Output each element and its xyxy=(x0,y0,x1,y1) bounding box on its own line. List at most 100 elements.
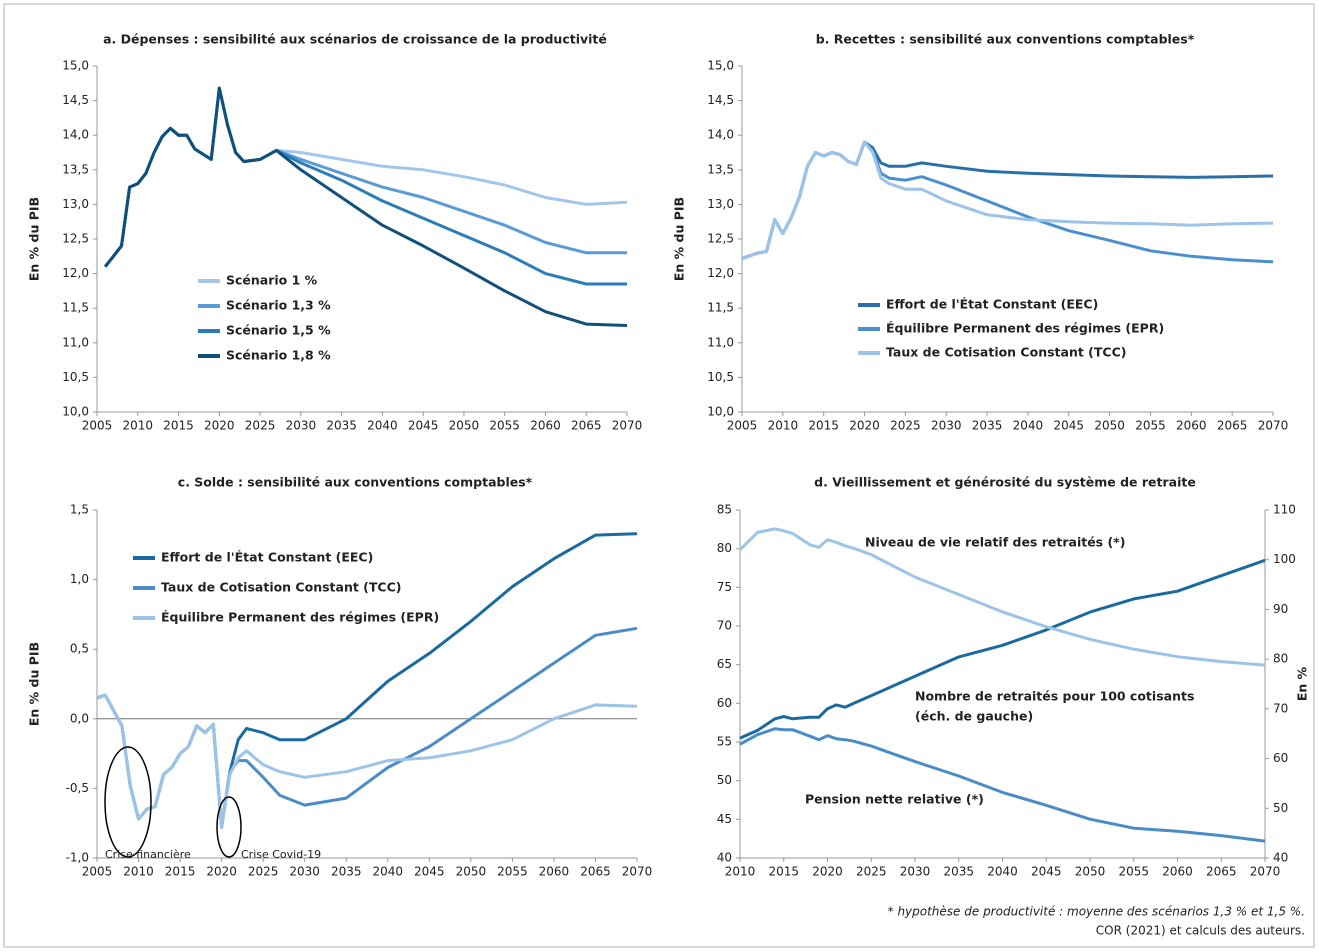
x-tick-label: 2055 xyxy=(497,865,528,879)
x-tick-label: 2035 xyxy=(972,419,1003,433)
y-tick-label: 14,0 xyxy=(707,128,734,142)
x-tick-label: 2010 xyxy=(725,865,756,879)
y2-tick-label: 60 xyxy=(1273,751,1288,765)
series-line xyxy=(738,527,1266,667)
y-tick-label: 0,0 xyxy=(70,711,89,725)
annotation-circle xyxy=(104,746,152,858)
series-line xyxy=(96,626,638,829)
x-tick-label: 2010 xyxy=(122,419,153,433)
y-axis-label: En % du PIB xyxy=(27,642,42,726)
y-tick-label: 12,0 xyxy=(62,266,89,280)
x-tick-label: 2050 xyxy=(1094,419,1125,433)
y2-tick-label: 110 xyxy=(1273,503,1296,517)
y-tick-label: 11,5 xyxy=(707,301,734,315)
y-tick-label: 10,0 xyxy=(62,405,89,419)
footnote: * hypothèse de productivité : moyenne de… xyxy=(888,905,1305,919)
legend-label: Effort de l'État Constant (EEC) xyxy=(161,550,373,565)
y-tick-label: 13,0 xyxy=(707,197,734,211)
legend-label: Taux de Cotisation Constant (TCC) xyxy=(886,345,1126,360)
x-tick-label: 2030 xyxy=(900,865,931,879)
y-tick-label: 55 xyxy=(717,735,732,749)
series-label: Pension nette relative (*) xyxy=(805,792,984,807)
legend-label: Scénario 1,3 % xyxy=(226,298,331,313)
x-tick-label: 2055 xyxy=(1135,419,1166,433)
chart-title: a. Dépenses : sensibilité aux scénarios … xyxy=(103,32,607,47)
x-tick-label: 2070 xyxy=(612,419,643,433)
y2-tick-label: 100 xyxy=(1273,552,1296,566)
x-tick-label: 2060 xyxy=(530,419,561,433)
x-tick-label: 2055 xyxy=(489,419,520,433)
x-tick-label: 2020 xyxy=(849,419,880,433)
y-tick-label: 11,5 xyxy=(62,301,89,315)
series-line xyxy=(741,140,1274,260)
y-tick-label: 14,0 xyxy=(62,128,89,142)
x-tick-label: 2045 xyxy=(414,865,445,879)
x-tick-label: 2055 xyxy=(1118,865,1149,879)
x-tick-label: 2045 xyxy=(408,419,439,433)
x-tick-label: 2045 xyxy=(1031,865,1062,879)
x-tick-label: 2045 xyxy=(1053,419,1084,433)
y-tick-label: 15,0 xyxy=(62,59,89,73)
y-tick-label: 11,0 xyxy=(707,335,734,349)
y-tick-label: 60 xyxy=(717,696,732,710)
x-tick-label: 2010 xyxy=(123,865,154,879)
legend-label: Scénario 1,5 % xyxy=(226,323,331,338)
series-line xyxy=(104,86,627,286)
y-tick-label: 12,5 xyxy=(62,232,89,246)
chart-title: c. Solde : sensibilité aux conventions c… xyxy=(178,475,533,490)
y-tick-label: 75 xyxy=(717,580,732,594)
x-tick-label: 2060 xyxy=(1176,419,1207,433)
chart-title: d. Vieillissement et générosité du systè… xyxy=(814,475,1196,490)
x-tick-label: 2070 xyxy=(1250,865,1281,879)
x-tick-label: 2015 xyxy=(768,865,799,879)
x-tick-label: 2050 xyxy=(1075,865,1106,879)
x-tick-label: 2005 xyxy=(82,865,113,879)
y-tick-label: 12,5 xyxy=(707,232,734,246)
series-line xyxy=(741,140,1274,264)
x-tick-label: 2040 xyxy=(372,865,403,879)
x-tick-label: 2040 xyxy=(987,865,1018,879)
y-tick-label: 10,0 xyxy=(707,405,734,419)
x-tick-label: 2065 xyxy=(1206,865,1237,879)
x-tick-label: 2025 xyxy=(856,865,887,879)
annotation-circle xyxy=(216,796,242,858)
y-tick-label: 50 xyxy=(717,773,732,787)
y-tick-label: 85 xyxy=(717,503,732,517)
series-line xyxy=(741,140,1274,260)
x-tick-label: 2065 xyxy=(1217,419,1248,433)
x-tick-label: 2030 xyxy=(286,419,317,433)
y-axis-label: En % du PIB xyxy=(672,197,687,281)
y-tick-label: 45 xyxy=(717,812,732,826)
x-tick-label: 2025 xyxy=(890,419,921,433)
x-tick-label: 2070 xyxy=(622,865,653,879)
y-tick-label: 13,5 xyxy=(62,162,89,176)
y-tick-label: 14,5 xyxy=(707,93,734,107)
series-line xyxy=(739,558,1266,740)
y-tick-label: 70 xyxy=(717,619,732,633)
x-tick-label: 2030 xyxy=(289,865,320,879)
y-tick-label: 13,0 xyxy=(62,197,89,211)
x-tick-label: 2060 xyxy=(539,865,570,879)
x-tick-label: 2015 xyxy=(808,419,839,433)
x-tick-label: 2030 xyxy=(931,419,962,433)
legend-label: Taux de Cotisation Constant (TCC) xyxy=(161,580,401,595)
y-axis-label: En % du PIB xyxy=(27,197,42,281)
y2-tick-label: 70 xyxy=(1273,701,1288,715)
legend-label: Équilibre Permanent des régimes (EPR) xyxy=(161,610,439,625)
y2-tick-label: 50 xyxy=(1273,801,1288,815)
y-tick-label: 14,5 xyxy=(62,93,89,107)
y-tick-label: 11,0 xyxy=(62,335,89,349)
legend-label: Scénario 1,8 % xyxy=(226,348,331,363)
x-tick-label: 2010 xyxy=(768,419,799,433)
x-tick-label: 2025 xyxy=(248,865,279,879)
x-tick-label: 2015 xyxy=(165,865,196,879)
legend-label: Scénario 1 % xyxy=(226,273,318,288)
x-tick-label: 2035 xyxy=(326,419,357,433)
x-tick-label: 2065 xyxy=(580,865,611,879)
x-tick-label: 2020 xyxy=(812,865,843,879)
legend-label: Équilibre Permanent des régimes (EPR) xyxy=(886,321,1164,336)
x-tick-label: 2065 xyxy=(571,419,602,433)
y-tick-label: 1,5 xyxy=(70,503,89,517)
y-tick-label: 1,0 xyxy=(70,572,89,586)
y-tick-label: 0,5 xyxy=(70,642,89,656)
